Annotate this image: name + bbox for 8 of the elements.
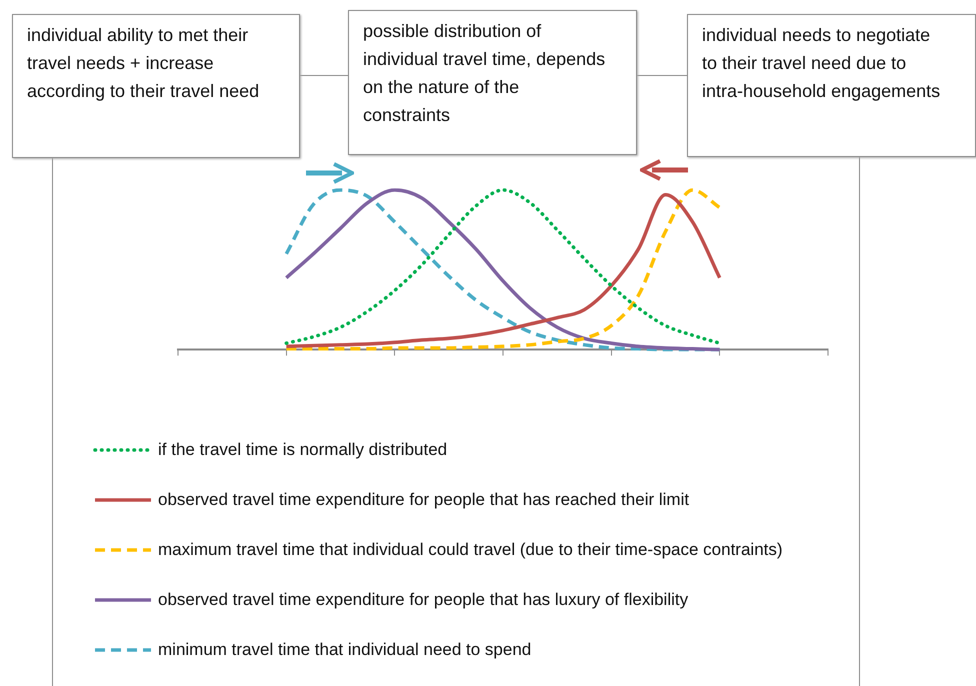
text: individual ability to met their travel needs + increase according to their travel need bbox=[12, 14, 300, 158]
legend-label: if the travel time is normally distributed bbox=[158, 439, 448, 461]
legend-label: observed travel time expenditure for people that has luxury of flexibility bbox=[158, 589, 688, 611]
legend-label: maximum travel time that individual could travel (due to their time-space contraints) bbox=[158, 539, 783, 561]
text: possible distribution of individual travel time, depends on the nature of the constraints bbox=[348, 10, 637, 155]
legend-label: minimum travel time that individual need to spend bbox=[158, 639, 532, 661]
legend-label: observed travel time expenditure for people that has reached their limit bbox=[158, 489, 690, 511]
text: individual needs to negotiate to their travel need due to intra-household engagements bbox=[687, 14, 976, 157]
